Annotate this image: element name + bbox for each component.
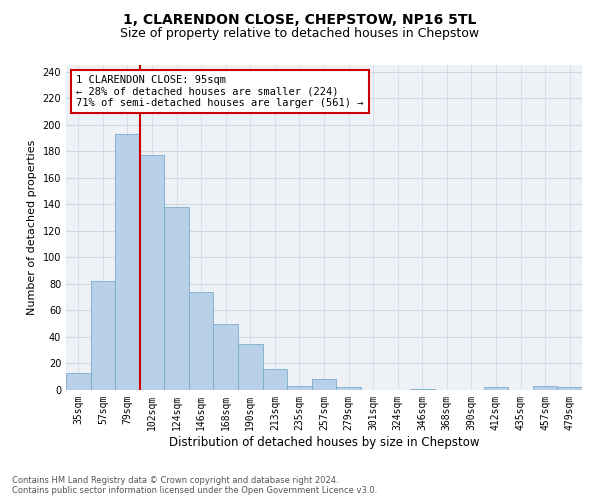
Y-axis label: Number of detached properties: Number of detached properties: [27, 140, 37, 315]
Bar: [189, 292, 214, 390]
Text: Contains HM Land Registry data © Crown copyright and database right 2024.
Contai: Contains HM Land Registry data © Crown c…: [12, 476, 377, 495]
Bar: [484, 388, 508, 390]
Bar: [410, 388, 434, 390]
Text: 1, CLARENDON CLOSE, CHEPSTOW, NP16 5TL: 1, CLARENDON CLOSE, CHEPSTOW, NP16 5TL: [124, 12, 476, 26]
Bar: [238, 344, 263, 390]
Bar: [557, 388, 582, 390]
Bar: [263, 369, 287, 390]
Bar: [312, 380, 336, 390]
Bar: [336, 388, 361, 390]
Bar: [140, 155, 164, 390]
Bar: [533, 386, 557, 390]
Text: 1 CLARENDON CLOSE: 95sqm
← 28% of detached houses are smaller (224)
71% of semi-: 1 CLARENDON CLOSE: 95sqm ← 28% of detach…: [76, 74, 364, 108]
Bar: [164, 207, 189, 390]
Bar: [214, 324, 238, 390]
Bar: [91, 281, 115, 390]
Bar: [66, 373, 91, 390]
Text: Size of property relative to detached houses in Chepstow: Size of property relative to detached ho…: [121, 28, 479, 40]
Bar: [115, 134, 140, 390]
X-axis label: Distribution of detached houses by size in Chepstow: Distribution of detached houses by size …: [169, 436, 479, 448]
Bar: [287, 386, 312, 390]
